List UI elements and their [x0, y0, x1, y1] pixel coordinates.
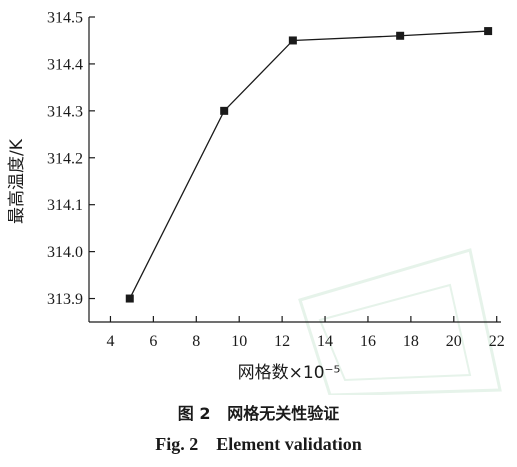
watermark-inner-outline — [318, 283, 472, 382]
x-tick-label: 4 — [106, 333, 114, 350]
x-tick-label: 22 — [489, 333, 505, 350]
data-point-marker — [220, 106, 229, 115]
x-tick-label: 18 — [403, 333, 419, 350]
x-tick-label: 12 — [274, 333, 290, 350]
y-tick-label: 314.5 — [47, 10, 83, 27]
x-tick-label: 10 — [231, 333, 247, 350]
y-tick-label: 314.1 — [47, 197, 83, 214]
data-point-marker — [396, 31, 405, 40]
plot-area — [125, 27, 493, 303]
data-point-marker — [484, 27, 493, 36]
data-point-marker — [288, 36, 297, 45]
x-tick-label: 8 — [192, 333, 200, 350]
y-tick-label: 314.0 — [47, 244, 83, 261]
x-tick-label: 14 — [317, 333, 333, 350]
x-tick-label: 20 — [446, 333, 462, 350]
watermark-graphic — [298, 248, 502, 395]
data-point-marker — [125, 294, 134, 303]
chart-axes: 313.9 314.0 314.1 314.2 314.3 314.4 314.5 4 6 8 10… — [47, 10, 505, 351]
y-tick-label: 313.9 — [47, 291, 83, 308]
watermark-outline — [298, 248, 502, 395]
figure-caption-english: Fig. 2 Element validation — [155, 434, 362, 454]
y-tick-label: 314.2 — [47, 150, 83, 167]
y-axis-title: 最高温度/K — [7, 138, 27, 224]
x-tick-label: 6 — [149, 333, 157, 350]
x-tick-label: 16 — [360, 333, 376, 350]
line-chart: 313.9 314.0 314.1 314.2 314.3 314.4 314.5 4 6 8 10… — [7, 10, 505, 395]
y-tick-label: 314.3 — [47, 103, 83, 120]
series-line — [129, 30, 489, 299]
x-axis-title: 网格数×10⁻⁵ — [238, 363, 341, 383]
figure-caption-chinese: 图 2 网格无关性验证 — [177, 404, 340, 423]
y-tick-label: 314.4 — [47, 56, 83, 73]
